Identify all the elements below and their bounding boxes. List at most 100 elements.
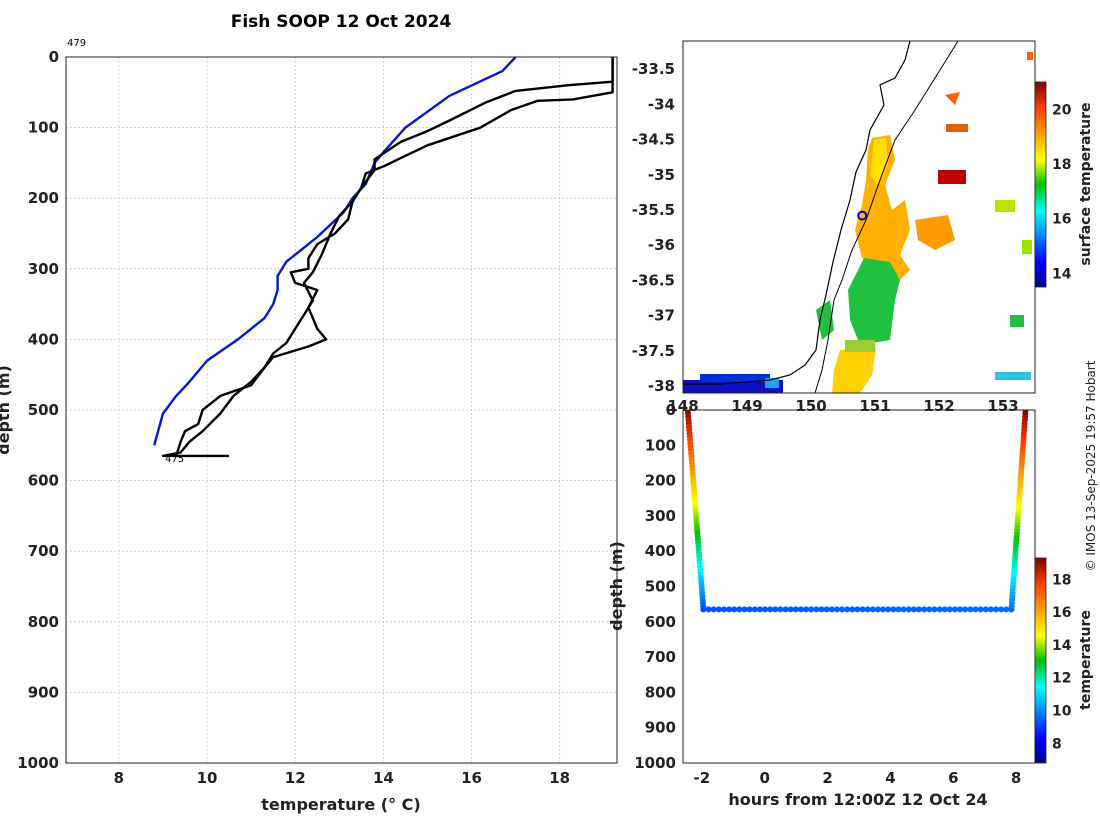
map-colorbar-tick: 20	[1052, 102, 1072, 118]
section-point-bottom	[792, 606, 799, 613]
section-point-bottom	[833, 606, 840, 613]
sst-patch-lime-east	[995, 200, 1015, 212]
section-point-bottom	[746, 606, 753, 613]
section-point-bottom	[751, 606, 758, 613]
map-colorbar-tick: 18	[1052, 157, 1071, 173]
profile-y-tick: 1000	[17, 754, 59, 772]
section-point-bottom	[900, 606, 907, 613]
figure-title: Fish SOOP 12 Oct 2024	[231, 12, 452, 32]
section-point-bottom	[957, 606, 964, 613]
section-point-bottom	[767, 606, 774, 613]
map-lat-tick: -36	[648, 236, 675, 254]
sst-patch-cold	[683, 380, 783, 393]
section-point-bottom	[972, 606, 979, 613]
section-point-bottom	[936, 606, 943, 613]
section-x-tick: -2	[694, 769, 711, 787]
profile-y-axis-label: depth (m)	[0, 365, 13, 455]
section-y-axis-label: depth (m)	[607, 541, 626, 631]
map-lat-tick: -38	[648, 377, 675, 395]
map-lat-tick: -35	[648, 166, 675, 184]
section-point-bottom	[705, 606, 712, 613]
profile-y-tick: 200	[28, 189, 59, 207]
sst-patch-green-east	[1010, 315, 1024, 327]
section-point-bottom	[782, 606, 789, 613]
section-x-tick: 2	[822, 769, 832, 787]
section-x-tick: 0	[759, 769, 769, 787]
section-point-bottom	[741, 606, 748, 613]
section-point-bottom	[952, 606, 958, 613]
section-x-axis-label: hours from 12:00Z 12 Oct 24	[728, 790, 987, 809]
section-point-bottom	[987, 606, 994, 613]
section-point-bottom	[818, 606, 825, 613]
section-y-tick: 100	[645, 436, 676, 454]
section-point-bottom	[803, 606, 810, 613]
section-point-bottom	[962, 606, 969, 613]
shelf-contour	[814, 41, 959, 393]
map-colorbar-ticks: 14 16 18 20	[1052, 102, 1072, 282]
sst-patch-eddy	[915, 215, 955, 250]
map-lat-tick: -33.5	[632, 60, 675, 78]
section-point-bottom	[844, 606, 851, 613]
profile-line-xbt-drop-2	[161, 57, 614, 458]
section-point-bottom	[875, 606, 881, 613]
section-y-tick: 900	[645, 719, 676, 737]
section-point-bottom	[998, 606, 1005, 613]
section-point-bottom	[859, 606, 866, 613]
section-point-bottom	[941, 606, 948, 613]
section-point-bottom	[721, 606, 727, 613]
section-y-tick: 500	[645, 578, 676, 596]
section-colorbar-tick: 8	[1052, 736, 1062, 752]
sst-patch-yellow-south	[832, 348, 876, 393]
section-point-bottom	[731, 606, 738, 613]
section-y-tick: 600	[645, 613, 676, 631]
sst-patch-warm	[855, 135, 910, 280]
map-lat-tick: -37.5	[632, 342, 675, 360]
sst-patch-offshore-2	[946, 124, 968, 132]
profile-line-xbt-drop-1	[175, 57, 614, 457]
section-point-bottom	[854, 606, 861, 613]
sst-patch-green	[848, 258, 900, 345]
profile-line-climatology	[153, 57, 517, 446]
track-position-marker	[857, 210, 868, 221]
profile-x-tick: 10	[197, 769, 218, 787]
section-point-bottom	[808, 606, 815, 613]
section-point-bottom	[777, 606, 784, 613]
map-content	[683, 41, 1033, 393]
section-colorbar-tick: 12	[1052, 671, 1071, 687]
section-point-bottom	[982, 606, 989, 613]
section-colorbar-tick: 14	[1052, 638, 1072, 654]
section-point-bottom	[967, 606, 974, 613]
section-point-bottom	[726, 606, 733, 613]
profile-series-group	[153, 57, 614, 458]
profile-x-tick: 14	[373, 769, 394, 787]
profile-y-tick: 300	[28, 260, 59, 278]
section-point-bottom	[895, 606, 902, 613]
profile-x-tick: 8	[114, 769, 124, 787]
section-point-bottom	[710, 606, 717, 613]
section-point-bottom	[864, 606, 871, 613]
profile-y-tick: 700	[28, 542, 59, 560]
section-point-bottom	[977, 606, 984, 613]
profile-gridlines	[66, 56, 617, 764]
section-point-bottom	[890, 606, 897, 613]
map-colorbar	[1034, 81, 1047, 288]
map-lat-tick: -34	[648, 95, 675, 113]
map-colorbar-tick: 16	[1052, 212, 1071, 228]
section-point-bottom	[798, 606, 804, 613]
map-lat-tick: -34.5	[632, 131, 675, 149]
profile-x-tick-labels: 8 10 12 14 16 18	[114, 769, 570, 787]
map-lon-tick: 152	[923, 397, 954, 415]
profile-y-tick: 900	[28, 683, 59, 701]
section-y-tick-labels: 0 100 200 300 400 500 600 700 800 900 1000	[634, 401, 676, 772]
section-point-bottom	[839, 606, 845, 613]
profile-y-tick: 400	[28, 330, 59, 348]
profile-y-tick: 500	[28, 401, 59, 419]
section-point-bottom	[885, 606, 892, 613]
section-point-bottom	[1003, 606, 1010, 613]
profile-y-tick: 100	[28, 119, 59, 137]
depth-time-section: -2 0 2 4 6 8 0 100 200 300 400 500 600 700 800 900 1000…	[607, 401, 1094, 809]
section-point-bottom	[849, 606, 856, 613]
map-lat-tick: -36.5	[632, 271, 675, 289]
sst-patch-orange-east	[1027, 52, 1033, 60]
